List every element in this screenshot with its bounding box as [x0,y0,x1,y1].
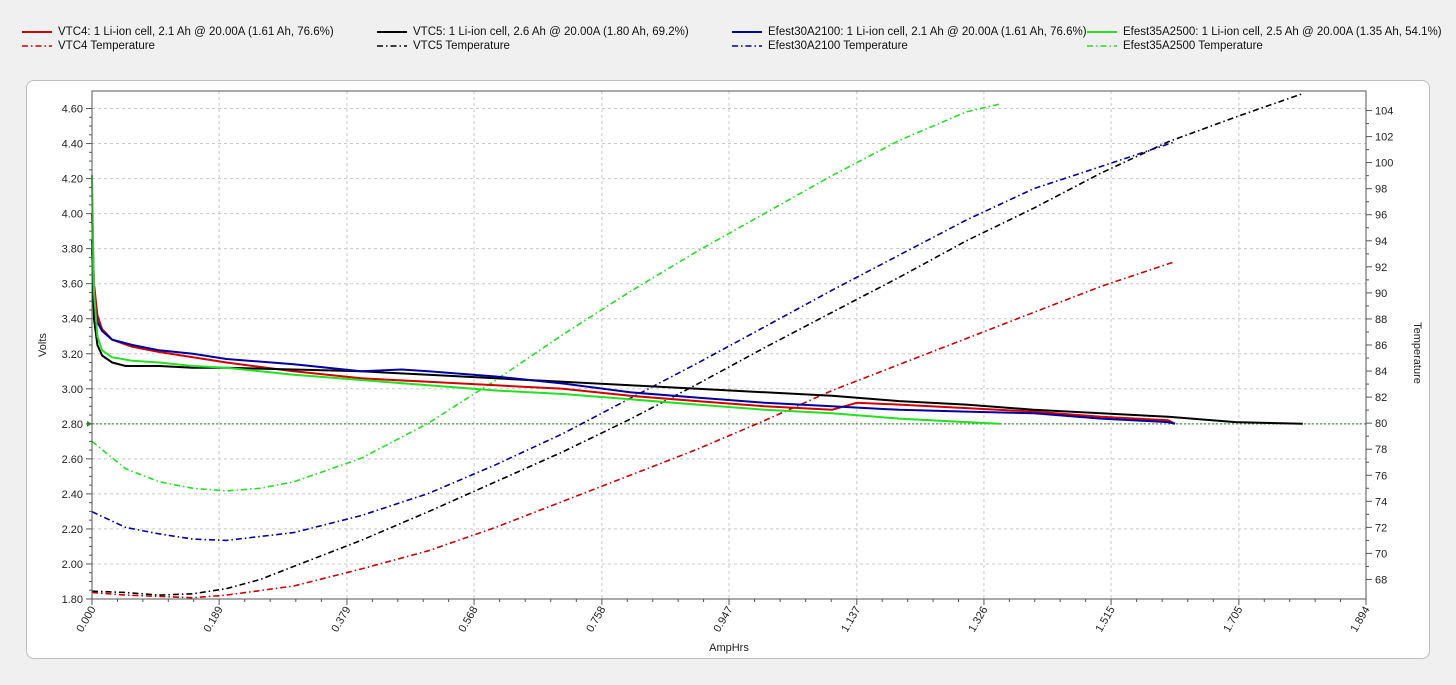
y-tick-label: 2.40 [62,489,83,501]
legend-label: VTC5 Temperature [413,40,510,52]
y2-tick-label: 94 [1375,236,1387,248]
y2-tick-label: 104 [1375,106,1393,118]
y-tick-label: 1.80 [62,594,83,606]
y2-axis-label: Temperature [1411,322,1423,384]
legend-swatch [377,27,407,37]
x-tick-label: 1.326 [966,605,990,635]
y-tick-label: 4.00 [62,209,83,221]
y2-tick-label: 92 [1375,262,1387,274]
y-tick-label: 3.00 [62,384,83,396]
y2-tick-label: 96 [1375,210,1387,222]
legend-item: Efest35A2500 Temperature [1087,39,1263,53]
y-tick-label: 2.60 [62,454,83,466]
y-tick-label: 3.60 [62,279,83,291]
legend-item: VTC4 Temperature [22,39,155,53]
legend-item: VTC5: 1 Li-ion cell, 2.6 Ah @ 20.00A (1.… [377,25,689,39]
y2-tick-label: 88 [1375,314,1387,326]
y2-tick-label: 80 [1375,418,1387,430]
y2-tick-label: 68 [1375,574,1387,586]
y2-tick-label: 86 [1375,340,1387,352]
legend-item: Efest30A2100: 1 Li-ion cell, 2.1 Ah @ 20… [732,25,1087,39]
y-tick-label: 2.80 [62,419,83,431]
x-axis-label: AmpHrs [709,642,749,654]
y2-tick-label: 70 [1375,548,1387,560]
x-tick-label: 0.947 [711,605,735,635]
series-line-efest30a2100-temperature [91,141,1176,542]
legend-item: Efest30A2100 Temperature [732,39,908,53]
y2-tick-label: 100 [1375,158,1393,170]
legend-label: VTC4: 1 Li-ion cell, 2.1 Ah @ 20.00A (1.… [58,26,334,38]
y2-tick-label: 72 [1375,522,1387,534]
discharge-chart: 0.000 0.189 0.379 0.568 0.758 0.947 1.137 1.326… [37,90,1423,654]
x-tick-label: 0.758 [584,605,608,635]
x-tick-label: 1.137 [839,605,863,635]
legend-swatch [1087,27,1117,37]
x-tick-label: 0.568 [457,605,481,635]
series-line-vtc4-temperature [91,260,1176,599]
series-line-vtc5 [91,248,1303,425]
legend-label: VTC4 Temperature [58,40,155,52]
y2-tick-label: 98 [1375,184,1387,196]
x-tick-label: 1.894 [1348,605,1372,635]
legend-item: Efest35A2500: 1 Li-ion cell, 2.5 Ah @ 20… [1087,25,1442,39]
legend-label: VTC5: 1 Li-ion cell, 2.6 Ah @ 20.00A (1.… [413,26,689,38]
y2-tick-label: 102 [1375,132,1393,144]
x-tick-label: 1.705 [1221,605,1245,635]
y-axis-label: Volts [37,333,49,357]
y2-tick-label: 76 [1375,470,1387,482]
legend-swatch [22,41,52,51]
legend-swatch [732,27,762,37]
y2-tick-label: 78 [1375,444,1387,456]
y-tick-label: 3.40 [62,314,83,326]
y-tick-label: 4.60 [62,104,83,116]
legend-label: Efest35A2500: 1 Li-ion cell, 2.5 Ah @ 20… [1123,26,1442,38]
series-line-efest30a2100 [91,239,1176,425]
x-tick-label: 0.379 [329,605,353,635]
series-line-vtc5-temperature [91,92,1304,596]
x-tick-label: 0.189 [202,605,226,635]
series-line-efest35a2500 [91,175,1001,425]
legend-item: VTC4: 1 Li-ion cell, 2.1 Ah @ 20.00A (1.… [22,25,334,39]
y-tick-label: 2.00 [62,559,83,571]
y2-tick-label: 74 [1375,496,1387,508]
legend-swatch [377,41,407,51]
legend-item: VTC5 Temperature [377,39,510,53]
legend-label: Efest35A2500 Temperature [1123,40,1263,52]
series-line-efest35a2500-temperature [91,103,1001,492]
y-tick-label: 4.20 [62,174,83,186]
chart-legend: VTC4: 1 Li-ion cell, 2.1 Ah @ 20.00A (1.… [0,0,1456,60]
chart-panel: 0.000 0.189 0.379 0.568 0.758 0.947 1.137 1.326… [26,80,1430,659]
legend-swatch [1087,41,1117,51]
y-tick-label: 3.20 [62,349,83,361]
y2-tick-label: 84 [1375,366,1387,378]
y-tick-label: 3.80 [62,244,83,256]
y-tick-label: 4.40 [62,139,83,151]
legend-label: Efest30A2100 Temperature [768,40,908,52]
legend-label: Efest30A2100: 1 Li-ion cell, 2.1 Ah @ 20… [768,26,1087,38]
y2-tick-label: 90 [1375,288,1387,300]
y2-tick-label: 82 [1375,392,1387,404]
y-tick-label: 2.20 [62,524,83,536]
legend-swatch [22,27,52,37]
x-tick-label: 0.000 [74,605,98,635]
legend-swatch [732,41,762,51]
x-tick-label: 1.515 [1094,605,1118,635]
